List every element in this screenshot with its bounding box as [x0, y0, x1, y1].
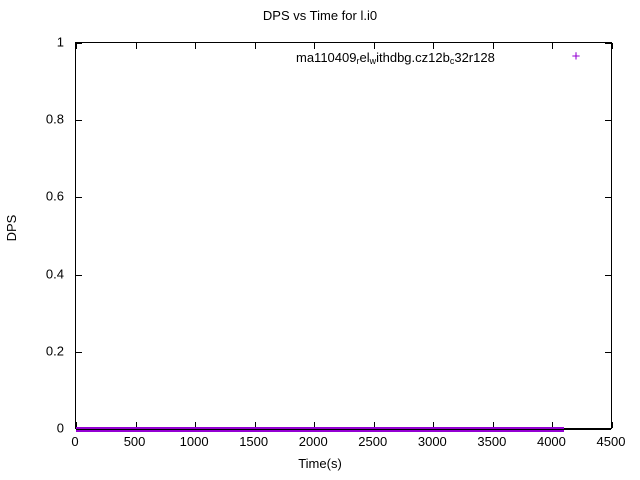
x-tick-mark [135, 43, 137, 49]
legend-label-text: ma110409 [296, 50, 357, 65]
y-tick-label: 0.6 [45, 188, 64, 204]
x-tick-label: 1000 [179, 434, 209, 449]
x-axis-label: Time(s) [298, 456, 342, 471]
x-tick-label: 2500 [358, 434, 388, 449]
legend: ma110409relwithdbg.cz12bc32r128 + [296, 48, 580, 68]
x-tick-mark [254, 43, 256, 49]
y-tick-mark [605, 274, 611, 276]
y-tick-label: 0.4 [45, 266, 64, 282]
x-tick-mark [612, 43, 613, 49]
legend-label-text: 32r128 [454, 50, 495, 65]
x-tick-mark [254, 422, 256, 428]
y-tick-mark [605, 197, 611, 199]
legend-label-subscript: c [449, 56, 455, 66]
x-tick-mark [314, 422, 316, 428]
x-tick-label: 1500 [239, 434, 269, 449]
zero-axis-line [76, 429, 611, 430]
x-tick-label: 2000 [298, 434, 328, 449]
x-tick-mark [195, 422, 197, 428]
x-tick-mark [492, 422, 494, 428]
x-tick-label: 500 [123, 434, 146, 449]
x-tick-mark [433, 43, 435, 49]
x-tick-mark [76, 43, 77, 49]
y-tick-label: 1 [56, 34, 64, 50]
y-tick-label: 0 [56, 420, 64, 436]
legend-label-subscript: w [369, 56, 377, 66]
x-tick-mark [135, 422, 137, 428]
legend-entry-label: ma110409relwithdbg.cz12bc32r128 [296, 50, 495, 66]
y-tick-mark [76, 197, 82, 199]
x-tick-mark [552, 422, 554, 428]
x-tick-mark [373, 43, 375, 49]
x-tick-mark [314, 43, 316, 49]
x-tick-mark [492, 43, 494, 49]
legend-label-subscript: r [356, 56, 360, 66]
y-tick-mark [605, 351, 611, 353]
y-tick-label: 0.2 [45, 343, 64, 359]
x-tick-mark [433, 422, 435, 428]
y-tick-mark [76, 274, 82, 276]
x-tick-mark [373, 422, 375, 428]
y-tick-mark [605, 43, 611, 44]
y-tick-label: 0.8 [45, 111, 64, 127]
y-tick-mark [76, 120, 82, 122]
plot-area [75, 42, 613, 432]
x-tick-mark [76, 422, 77, 428]
legend-marker-plus-icon: + [571, 48, 581, 65]
y-axis-label: DPS [4, 214, 19, 242]
chart-title: DPS vs Time for l.i0 [262, 8, 378, 23]
y-tick-mark [605, 120, 611, 122]
legend-label-text: ithdbg.cz12b [376, 50, 450, 65]
x-tick-label: 3500 [477, 434, 507, 449]
x-tick-mark [195, 43, 197, 49]
x-tick-mark [552, 43, 554, 49]
x-tick-label: 3000 [417, 434, 447, 449]
x-tick-label: 4000 [536, 434, 566, 449]
x-tick-label: 0 [71, 434, 79, 449]
y-tick-mark [76, 43, 82, 44]
legend-label-text: el [359, 50, 370, 65]
x-tick-label: 4500 [596, 434, 626, 449]
y-tick-mark [76, 351, 82, 353]
x-tick-mark [612, 422, 613, 428]
